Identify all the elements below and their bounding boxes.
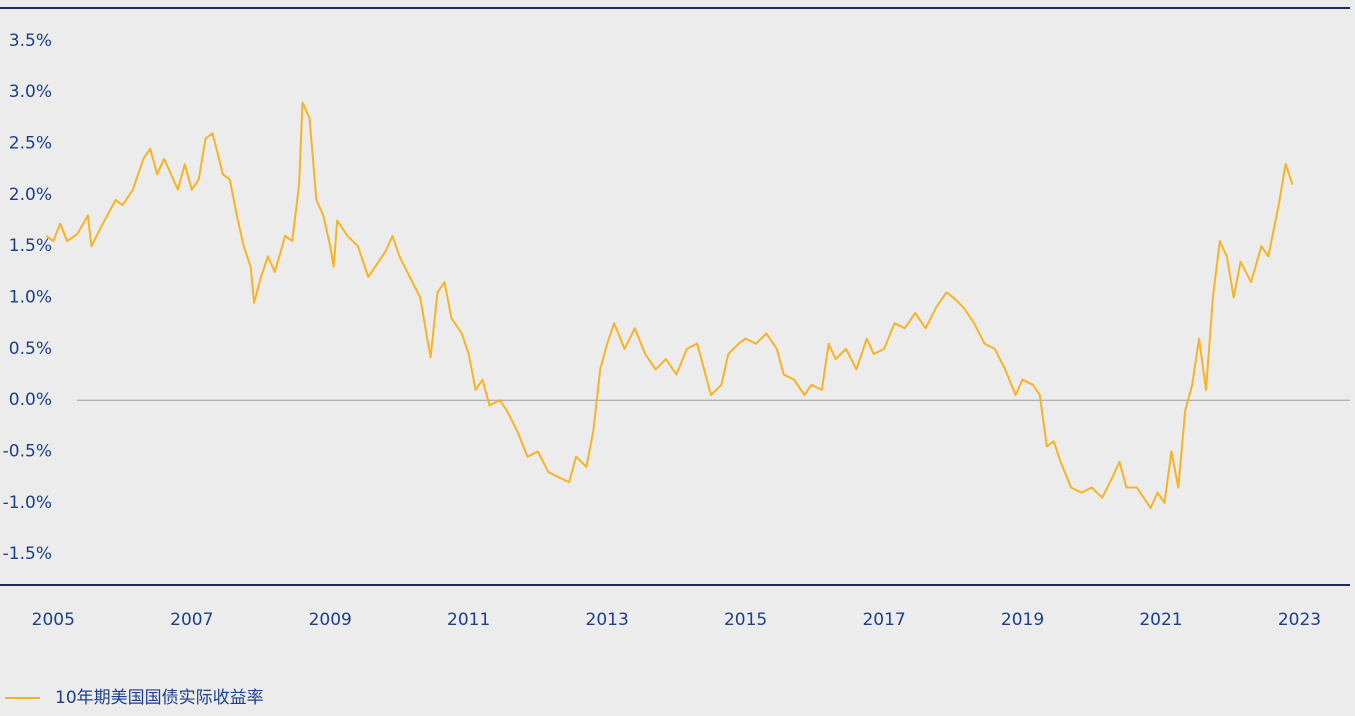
x-tick-label: 2019 (1001, 610, 1044, 630)
x-tick-label: 2015 (724, 610, 767, 630)
x-tick-label: 2013 (586, 610, 629, 630)
y-tick-label: 2.0% (9, 185, 52, 205)
y-tick-label: 0.0% (9, 390, 52, 410)
x-tick-label: 2021 (1139, 610, 1182, 630)
y-tick-label: 3.0% (9, 82, 52, 102)
y-tick-label: -1.0% (3, 493, 52, 513)
x-tick-label: 2017 (862, 610, 905, 630)
x-tick-label: 2007 (170, 610, 213, 630)
x-tick-label: 2023 (1278, 610, 1321, 630)
x-tick-label: 2009 (309, 610, 352, 630)
y-tick-label: -0.5% (3, 442, 52, 462)
legend-label: 10年期美国国债实际收益率 (55, 688, 264, 708)
y-tick-label: 0.5% (9, 339, 52, 359)
y-tick-label: 1.0% (9, 288, 52, 308)
x-tick-label: 2005 (32, 610, 75, 630)
y-tick-label: 2.5% (9, 134, 52, 154)
x-tick-label: 2011 (447, 610, 490, 630)
series-line (45, 101, 1294, 509)
y-tick-label: -1.5% (3, 544, 52, 564)
y-tick-label: 3.5% (9, 31, 52, 51)
y-tick-label: 1.5% (9, 236, 52, 256)
